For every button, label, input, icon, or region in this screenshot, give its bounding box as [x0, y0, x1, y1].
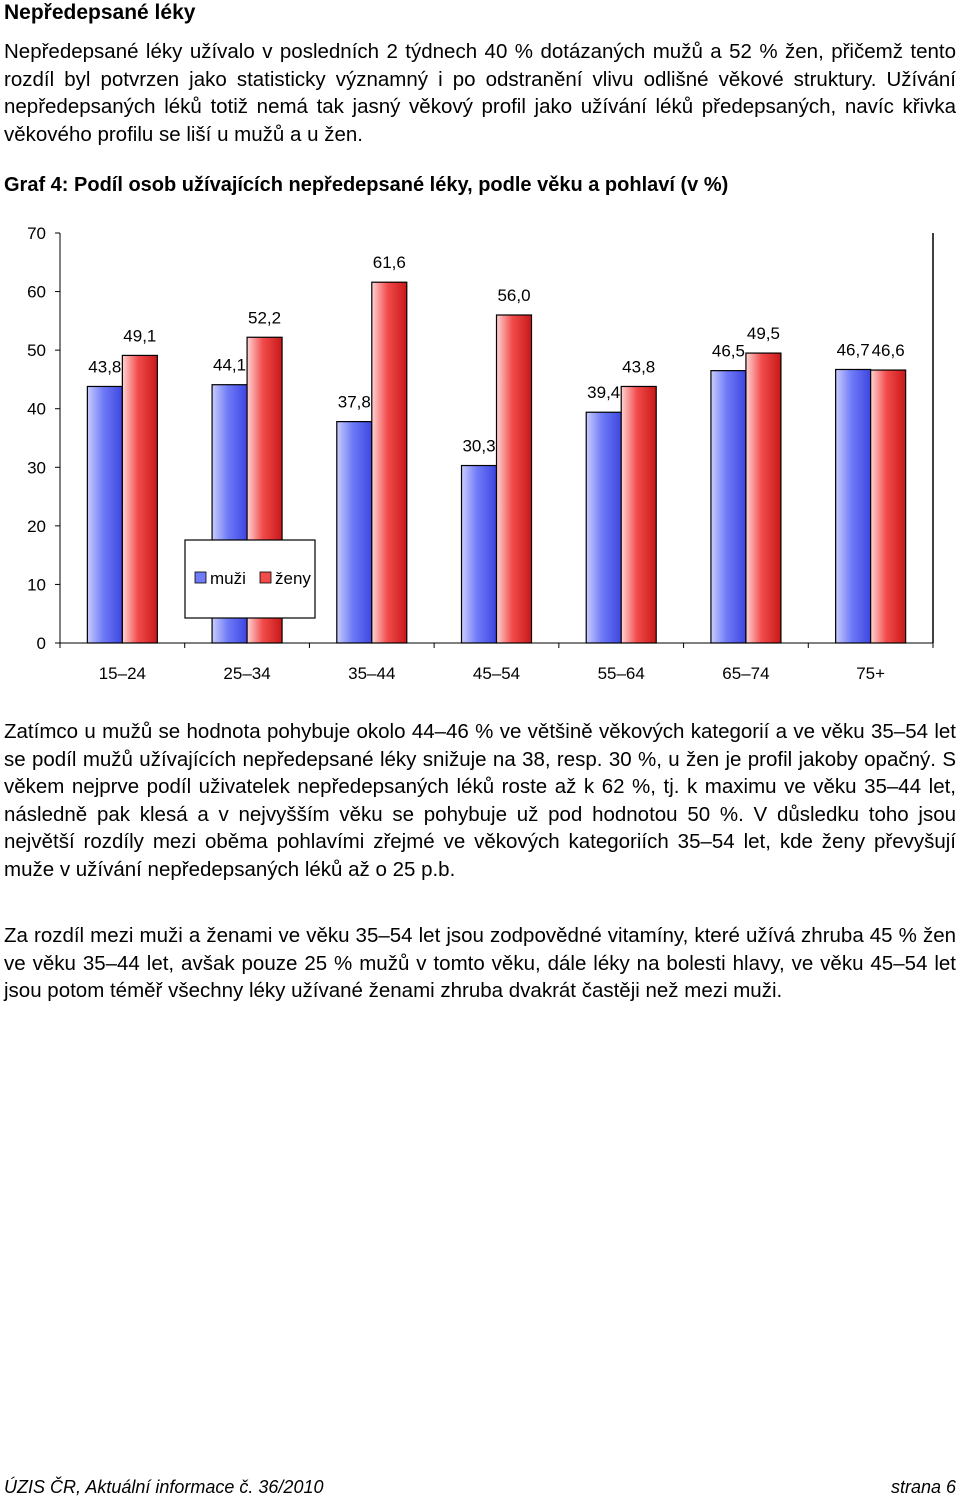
data-label: 30,3	[462, 437, 495, 456]
data-label: 46,7	[837, 340, 870, 359]
y-tick-label: 30	[27, 458, 46, 477]
data-label: 39,4	[587, 383, 620, 402]
data-label: 37,8	[338, 393, 371, 412]
x-tick-label: 25–34	[223, 664, 270, 683]
data-label: 43,8	[88, 357, 121, 376]
bar-muzi	[336, 421, 373, 644]
x-tick-label: 65–74	[722, 664, 769, 683]
legend-swatch-muzi	[194, 571, 207, 584]
x-tick-label: 55–64	[598, 664, 645, 683]
data-label: 49,5	[747, 324, 780, 343]
y-tick-label: 20	[27, 517, 46, 536]
y-tick-label: 50	[27, 341, 46, 360]
bar-muzi	[86, 385, 123, 644]
legend-label-zeny: ženy	[275, 569, 311, 588]
section-heading: Nepředepsané léky	[4, 1, 196, 24]
paragraph-explanation: Za rozdíl mezi muži a ženami ve věku 35–…	[4, 924, 956, 1002]
x-tick-label: 15–24	[99, 664, 146, 683]
legend-label-muzi: muži	[210, 569, 246, 588]
bar-zeny	[371, 281, 408, 644]
bar-muzi	[710, 370, 747, 644]
paragraph-analysis: Zatímco u mužů se hodnota pohybuje okolo…	[4, 720, 956, 881]
bar-muzi	[835, 368, 872, 644]
bar-zeny	[620, 385, 657, 644]
bar-zeny	[745, 352, 782, 644]
bar-muzi	[460, 464, 498, 644]
bar-zeny	[121, 354, 158, 644]
data-label: 46,5	[712, 342, 745, 361]
data-label: 52,2	[248, 308, 281, 327]
bar-zeny	[495, 314, 533, 644]
y-tick-label: 10	[27, 575, 46, 594]
legend-box	[184, 539, 316, 619]
x-tick-label: 45–54	[473, 664, 520, 683]
y-tick-label: 70	[27, 224, 46, 243]
chart-title: Graf 4: Podíl osob užívajících nepředeps…	[4, 174, 729, 196]
footer-page-number: strana 6	[890, 1477, 956, 1497]
bar-chart: 0 10 20 30 40 50 60 70 15–24 25–34 35–44 45–54 55–6…	[27, 224, 934, 683]
x-tick-label: 75+	[856, 664, 885, 683]
y-tick-label: 40	[27, 400, 46, 419]
bar-zeny	[870, 369, 907, 644]
footer-source: ÚZIS ČR, Aktuální informace č. 36/2010	[4, 1477, 324, 1497]
data-label: 43,8	[622, 357, 655, 376]
paragraph-intro: Nepředepsané léky užívalo v posledních 2…	[4, 40, 956, 146]
bar-muzi	[585, 411, 622, 644]
legend-swatch-zeny	[259, 571, 272, 584]
y-tick-label: 0	[37, 634, 46, 653]
data-label: 56,0	[497, 286, 530, 305]
y-tick-label: 60	[27, 283, 46, 302]
data-label: 44,1	[213, 356, 246, 375]
data-label: 46,6	[872, 341, 905, 360]
x-tick-label: 35–44	[348, 664, 395, 683]
data-label: 49,1	[123, 326, 156, 345]
data-label: 61,6	[373, 253, 406, 272]
